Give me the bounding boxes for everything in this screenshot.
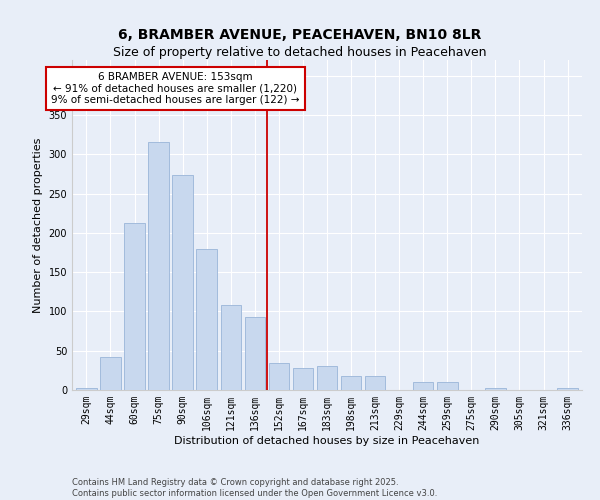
Bar [245,317,265,390]
Bar [437,382,458,390]
Bar [317,366,337,390]
Bar [557,388,578,390]
Bar [124,222,145,390]
Text: Size of property relative to detached houses in Peacehaven: Size of property relative to detached ho… [113,46,487,59]
Y-axis label: Number of detached properties: Number of detached properties [33,138,43,312]
Bar [485,388,506,390]
Bar [76,388,97,390]
Text: 6, BRAMBER AVENUE, PEACEHAVEN, BN10 8LR: 6, BRAMBER AVENUE, PEACEHAVEN, BN10 8LR [118,28,482,42]
Bar [269,362,289,390]
Bar [100,357,121,390]
Bar [148,142,169,390]
Bar [221,305,241,390]
Bar [196,248,217,390]
Bar [293,368,313,390]
Text: 6 BRAMBER AVENUE: 153sqm
← 91% of detached houses are smaller (1,220)
9% of semi: 6 BRAMBER AVENUE: 153sqm ← 91% of detach… [51,72,299,105]
Bar [172,176,193,390]
Bar [413,382,433,390]
Text: Contains HM Land Registry data © Crown copyright and database right 2025.
Contai: Contains HM Land Registry data © Crown c… [72,478,437,498]
Bar [365,376,385,390]
Bar [341,376,361,390]
X-axis label: Distribution of detached houses by size in Peacehaven: Distribution of detached houses by size … [175,436,479,446]
